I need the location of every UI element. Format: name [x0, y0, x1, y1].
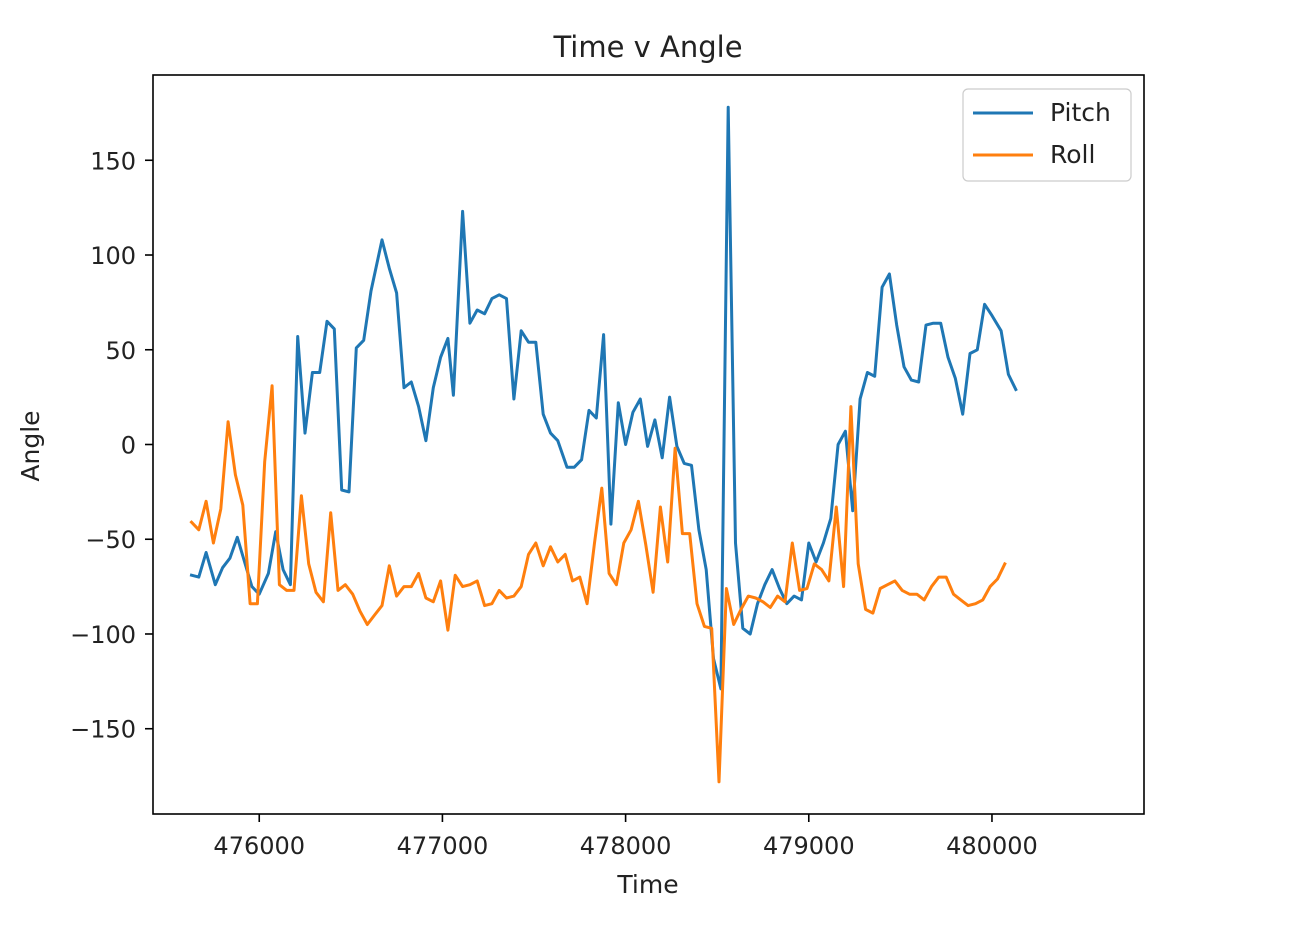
y-axis-label: Angle: [16, 410, 45, 481]
y-tick-label: 100: [90, 242, 136, 270]
y-tick-label: 0: [121, 432, 136, 460]
x-axis-label: Time: [616, 870, 678, 899]
chart-title: Time v Angle: [552, 30, 742, 64]
y-tick-label: −50: [85, 526, 136, 554]
legend: Pitch Roll: [962, 88, 1132, 182]
x-axis-ticks: 476000 477000 478000 479000 480000: [213, 814, 1038, 860]
legend-label-pitch: Pitch: [1050, 98, 1111, 127]
x-tick-label: 477000: [397, 832, 489, 860]
y-tick-label: 50: [105, 337, 136, 365]
y-tick-label: −100: [70, 621, 136, 649]
legend-label-roll: Roll: [1050, 140, 1095, 169]
series-line-pitch: [189, 105, 1018, 691]
x-tick-label: 476000: [213, 832, 305, 860]
plot-frame: [152, 74, 1145, 815]
x-tick-label: 478000: [580, 832, 672, 860]
plot-series: [189, 105, 1018, 784]
y-tick-label: 150: [90, 147, 136, 175]
y-tick-label: −150: [70, 716, 136, 744]
x-tick-label: 479000: [763, 832, 855, 860]
series-line-roll: [189, 384, 1007, 784]
y-axis-ticks: 150 100 50 0 −50 −100 −150: [70, 147, 153, 744]
x-tick-label: 480000: [946, 832, 1038, 860]
